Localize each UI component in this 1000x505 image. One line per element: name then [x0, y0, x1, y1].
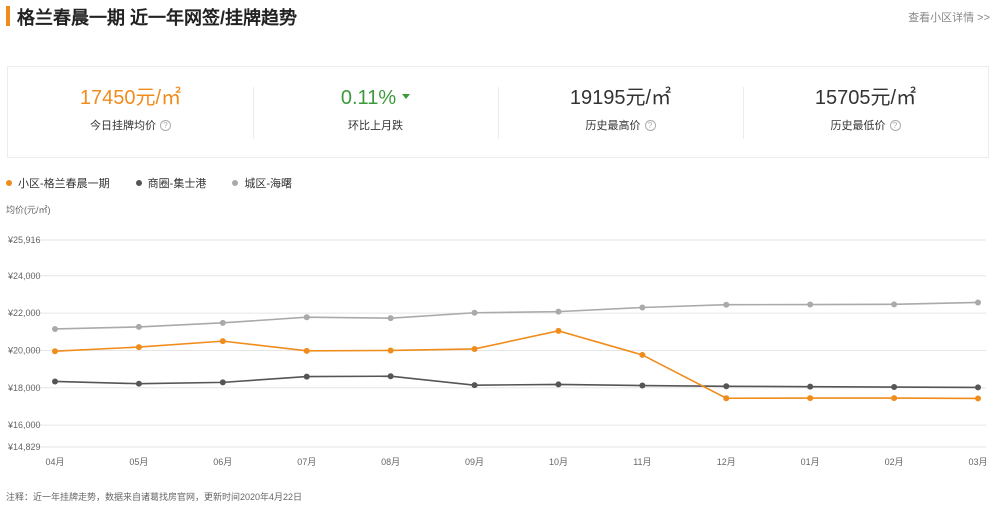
- data-point: [975, 384, 981, 391]
- data-point: [891, 301, 898, 308]
- data-point: [52, 378, 58, 385]
- stat-value: 19195元/㎡: [569, 87, 672, 109]
- data-point: [891, 395, 898, 402]
- title-accent-bar: [6, 6, 10, 26]
- legend-label: 商圈-集士港: [147, 178, 207, 190]
- stat-value: 15705元/㎡: [814, 87, 917, 109]
- stat-historical-high: 19195元/㎡ 历史最高价?: [498, 67, 743, 157]
- data-point: [387, 315, 394, 322]
- question-mark-icon[interactable]: ?: [644, 119, 656, 131]
- data-point: [723, 395, 730, 402]
- data-point: [303, 314, 310, 321]
- x-tick-label: 10月: [549, 457, 568, 467]
- data-point: [723, 301, 730, 308]
- stat-label-wrap: 今日挂牌均价?: [8, 117, 253, 133]
- data-point: [135, 380, 142, 387]
- page-title: 格兰春晨一期 近一年网签/挂牌趋势: [17, 8, 298, 28]
- legend-dot: [135, 180, 142, 186]
- view-community-details-link[interactable]: 查看小区详情 >>: [908, 12, 990, 24]
- data-point: [52, 325, 58, 332]
- data-point: [891, 384, 898, 391]
- y-tick-label: ¥20,000: [7, 345, 41, 355]
- stat-value: 0.11%: [340, 87, 397, 109]
- data-point: [555, 381, 562, 388]
- stat-value: 17450元/㎡: [79, 87, 182, 109]
- y-axis-label: 均价(元/㎡): [6, 205, 51, 215]
- data-point: [639, 304, 646, 311]
- series-line: [54, 375, 979, 389]
- data-point: [807, 395, 814, 402]
- y-tick-label: ¥16,000: [7, 420, 41, 430]
- series-line: [54, 330, 979, 400]
- stat-label: 历史最低价: [830, 120, 886, 132]
- y-tick-label: ¥25,916: [7, 235, 41, 245]
- stat-today-listing-price: 17450元/㎡ 今日挂牌均价?: [8, 67, 253, 157]
- data-point: [723, 383, 730, 390]
- data-point: [303, 373, 310, 380]
- stat-historical-low: 15705元/㎡ 历史最低价?: [743, 67, 988, 157]
- stat-label: 历史最高价: [585, 120, 641, 132]
- legend-label: 城区-海曙: [244, 178, 293, 190]
- question-mark-icon[interactable]: ?: [889, 119, 901, 131]
- legend-dot: [6, 180, 12, 186]
- series-line: [54, 301, 979, 330]
- x-tick-label: 07月: [297, 457, 316, 467]
- data-point: [219, 319, 226, 326]
- stat-label: 环比上月跌: [348, 120, 403, 132]
- data-point: [52, 348, 58, 355]
- data-point: [807, 301, 814, 308]
- legend-item-community[interactable]: 小区-格兰春晨一期: [6, 175, 110, 191]
- data-point: [555, 308, 562, 315]
- stat-value-wrap: 0.11%: [253, 86, 498, 110]
- legend-dot: [232, 180, 239, 186]
- y-tick-label: ¥14,829: [7, 442, 41, 452]
- header: 格兰春晨一期 近一年网签/挂牌趋势 查看小区详情 >>: [0, 0, 1000, 34]
- data-point: [639, 351, 646, 358]
- y-tick-label: ¥22,000: [7, 308, 41, 318]
- x-tick-label: 02月: [885, 457, 904, 467]
- footnote: 注释：近一年挂牌走势，数据来自诸葛找房官网，更新时间2020年4月22日: [6, 492, 303, 502]
- data-point: [135, 344, 142, 351]
- x-tick-label: 01月: [801, 457, 820, 467]
- down-arrow-icon: [402, 94, 411, 100]
- x-tick-label: 08月: [381, 457, 400, 467]
- data-point: [219, 338, 226, 345]
- legend-label: 小区-格兰春晨一期: [18, 178, 110, 190]
- x-tick-label: 12月: [717, 457, 736, 467]
- data-point: [975, 395, 981, 402]
- stat-month-change: 0.11% 环比上月跌: [253, 67, 498, 157]
- x-tick-label: 03月: [968, 457, 987, 467]
- stat-label: 今日挂牌均价: [90, 120, 156, 132]
- stat-label-wrap: 历史最高价?: [498, 117, 743, 133]
- chart-legend: 小区-格兰春晨一期 商圈-集士港 城区-海曙: [6, 176, 318, 190]
- x-tick-label: 04月: [45, 457, 64, 467]
- x-tick-label: 09月: [465, 457, 484, 467]
- question-mark-icon[interactable]: ?: [160, 119, 171, 131]
- data-point: [219, 379, 226, 386]
- price-trend-chart: ¥25,916 ¥24,000 ¥22,000 ¥20,000 ¥18,000 ¥16,0…: [7, 235, 988, 467]
- x-tick-label: 11月: [633, 457, 651, 467]
- data-point: [471, 382, 478, 389]
- data-point: [555, 327, 562, 334]
- data-point: [387, 373, 394, 380]
- data-point: [471, 345, 478, 352]
- price-stats-panel: 17450元/㎡ 今日挂牌均价? 0.11% 环比上月跌 19195元/㎡ 历史…: [7, 66, 989, 158]
- x-tick-label: 06月: [213, 457, 232, 467]
- data-point: [303, 347, 310, 354]
- y-tick-label: ¥18,000: [7, 383, 41, 393]
- data-point: [807, 383, 814, 390]
- data-point: [639, 382, 646, 389]
- legend-item-business-circle[interactable]: 商圈-集士港: [135, 175, 207, 191]
- data-point: [975, 299, 981, 306]
- x-tick-label: 05月: [129, 457, 148, 467]
- legend-item-city-district[interactable]: 城区-海曙: [232, 175, 292, 191]
- data-point: [387, 347, 394, 354]
- y-tick-label: ¥24,000: [7, 271, 41, 281]
- data-point: [471, 309, 478, 316]
- stat-label-wrap: 历史最低价?: [743, 117, 988, 133]
- data-point: [135, 323, 142, 330]
